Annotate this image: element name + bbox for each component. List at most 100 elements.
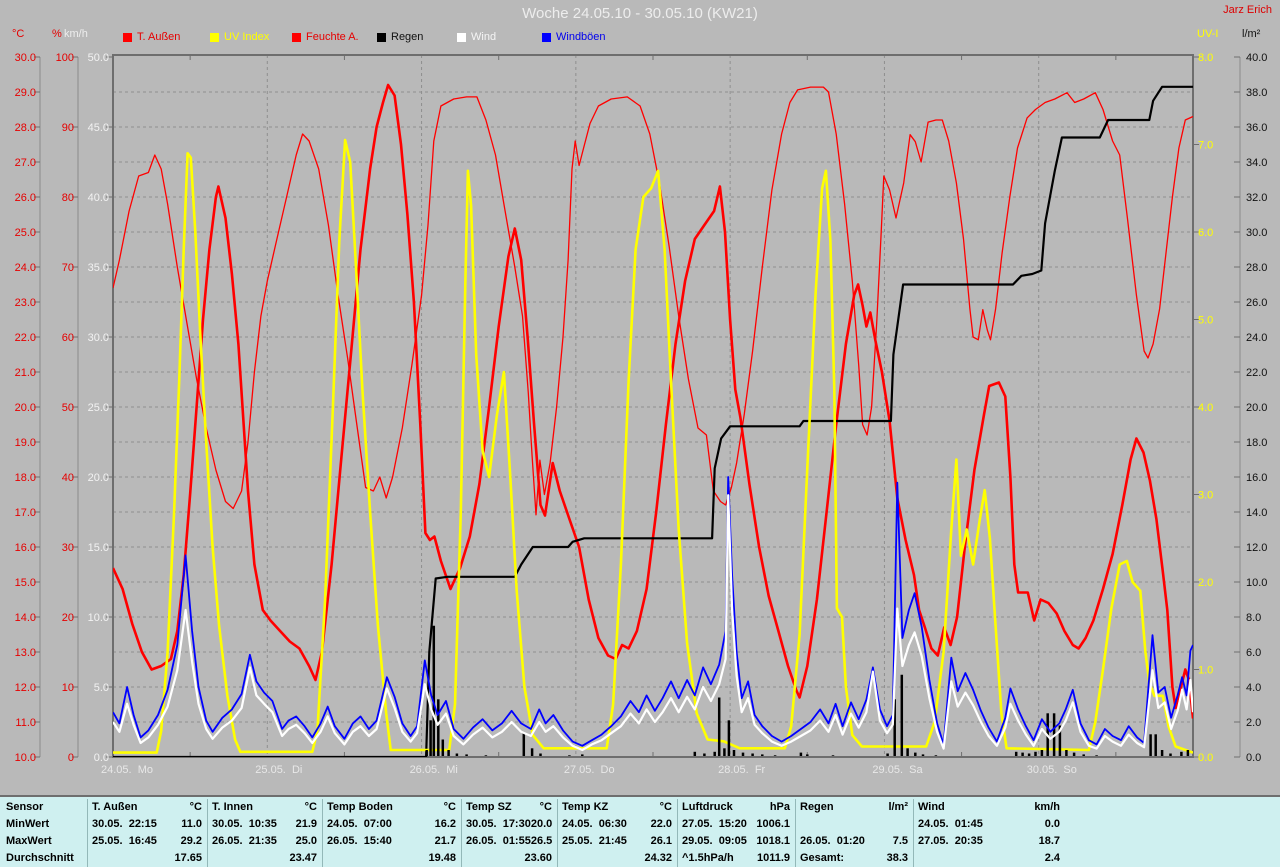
x-axis-label: 24.05. Mo [101,764,153,776]
humidity-line [113,86,1193,516]
svg-text:35.0: 35.0 [88,262,109,274]
axis-unit-celsius: °C [12,28,25,40]
cell-value: 26.5 [530,835,553,847]
table-cell: 29.05. 09:05 1018.1 [677,833,795,850]
table-cell: Wind km/h [913,799,1065,816]
svg-text:13.0: 13.0 [15,647,36,659]
svg-text:5.0: 5.0 [1198,315,1213,327]
table-row: MinWert 30.05. 22:15 11.0 30.05. 10:35 21.9 2… [0,816,1280,833]
svg-text:20.0: 20.0 [88,472,109,484]
table-cell: 27.05. 15:20 1006.1 [677,816,795,833]
table-cell: T. Innen °C [207,799,322,816]
table-row-label: MinWert [6,818,50,830]
cell-value: 1006.1 [756,818,790,830]
table-cell: T. Außen °C [87,799,207,816]
cell-value: °C [304,801,317,813]
gusts-line [113,476,1193,747]
svg-text:1.0: 1.0 [1198,665,1213,677]
y-axis-rain: 40.0 38.0 36.0 34.0 32.0 30.0 28.0 26.0 24.0 22.0… [1234,52,1267,764]
cell-text: 26.05. 01:20 [800,835,865,847]
author-label: Jarz Erich [1223,4,1272,16]
cell-text: 26.05. 15:40 [327,835,392,847]
svg-text:10.0: 10.0 [88,612,109,624]
svg-text:25.0: 25.0 [15,227,36,239]
legend-item-6: Windböen [542,31,606,43]
svg-text:24.0: 24.0 [15,262,36,274]
cell-value: 7.5 [892,835,908,847]
svg-text:6.0: 6.0 [1246,647,1261,659]
y-axis-temperature: 30.0 29.0 28.0 27.0 26.0 25.0 24.0 23.0 22.0 21.0… [15,52,41,764]
cell-value: 26.1 [650,835,672,847]
gridlines [113,55,1193,757]
axis-unit-uvi: UV-I [1197,28,1219,40]
svg-text:60: 60 [62,332,74,344]
table-cell: 26.05. 01:55 26.5 [461,833,557,850]
svg-text:14.0: 14.0 [15,612,36,624]
table-cell: 30.05. 17:30 20.0 [461,816,557,833]
svg-text:14.0: 14.0 [1246,507,1267,519]
table-row-label: Durchschnitt [6,852,74,864]
cell-value: 18.7 [1038,835,1060,847]
table-cell: 27.05. 20:35 18.7 [913,833,1065,850]
table-row-label: MaxWert [6,835,52,847]
svg-text:10: 10 [62,682,74,694]
svg-text:3.0: 3.0 [1198,490,1213,502]
svg-text:32.0: 32.0 [1246,192,1267,204]
rain-rate-bars [425,625,1190,756]
svg-text:0.0: 0.0 [1246,752,1261,764]
axis-unit-percent: % [52,28,62,40]
table-cell: 24.05. 06:30 22.0 [557,816,677,833]
legend-item-1: T. Außen [123,31,180,43]
y-axis-uv: 8.0 7.0 6.0 5.0 4.0 3.0 2.0 1.0 0.0 [1193,52,1213,764]
svg-text:7.0: 7.0 [1198,140,1213,152]
cell-text: Temp Boden [327,801,393,813]
cell-text: ^1.5hPa/h [682,852,734,864]
table-cell: 17.65 [87,850,207,867]
cell-text: 30.05. 22:15 [92,818,157,830]
cell-text: 27.05. 20:35 [918,835,983,847]
table-cell: 25.05. 21:45 26.1 [557,833,677,850]
table-cell: 2.4 [913,850,1065,867]
cell-text: 29.05. 09:05 [682,835,747,847]
summary-table: Sensor T. Außen °C T. Innen °C Temp Boden °C Te… [0,795,1280,867]
svg-text:45.0: 45.0 [88,122,109,134]
cell-value: 38.3 [886,852,908,864]
cell-text: Temp SZ [466,801,512,813]
rain-cumulative-line [113,85,1193,757]
svg-text:2.0: 2.0 [1246,717,1261,729]
svg-text:26.0: 26.0 [1246,297,1267,309]
cell-text: 24.05. 07:00 [327,818,392,830]
cell-value: 22.0 [650,818,672,830]
svg-text:30.0: 30.0 [15,52,36,64]
legend-label: Windböen [556,31,606,43]
cell-value: °C [189,801,202,813]
x-axis-label: 27.05. Do [563,764,615,776]
cell-value: l/m² [888,801,908,813]
x-axis-label: 26.05. Mi [409,764,458,776]
cell-value: 1011.9 [756,852,790,864]
svg-text:16.0: 16.0 [15,542,36,554]
table-cell: Temp SZ °C [461,799,557,816]
svg-text:6.0: 6.0 [1198,227,1213,239]
table-cell: 23.60 [461,850,557,867]
wind-line [113,494,1193,752]
cell-value: °C [659,801,672,813]
svg-text:25.0: 25.0 [88,402,109,414]
table-cell: 24.05. 01:45 0.0 [913,816,1065,833]
table-cell: Temp KZ °C [557,799,677,816]
legend-swatch [123,32,132,42]
svg-text:23.0: 23.0 [15,297,36,309]
legend-item-4: Regen [377,31,423,43]
cell-value: km/h [1034,801,1060,813]
svg-text:80: 80 [62,192,74,204]
svg-text:5.0: 5.0 [94,682,109,694]
cell-text: T. Innen [212,801,253,813]
svg-text:36.0: 36.0 [1246,122,1267,134]
svg-text:40: 40 [62,472,74,484]
svg-text:15.0: 15.0 [15,577,36,589]
table-cell: 26.05. 01:20 7.5 [795,833,913,850]
cell-text: Regen [800,801,834,813]
svg-text:30.0: 30.0 [88,332,109,344]
cell-text: 30.05. 17:30 [466,818,531,830]
